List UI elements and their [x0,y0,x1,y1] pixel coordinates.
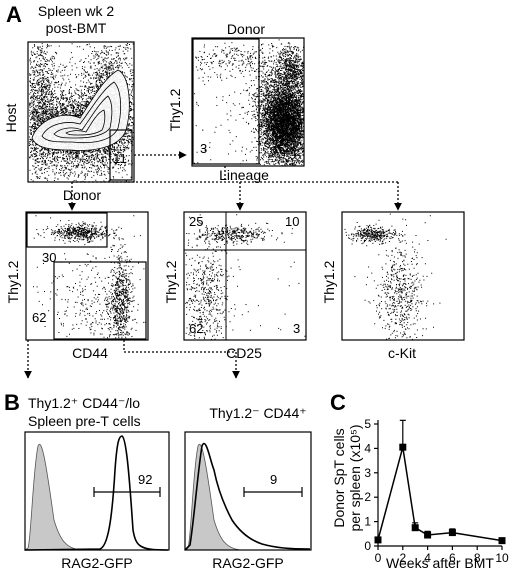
plot3-gate-lower-value: 62 [32,310,46,325]
plot5-ylabel: Thy1.2 [321,260,337,303]
plot3-gate-upper [26,212,108,248]
plot1-xlabel: Donor [63,187,101,203]
hist2-gate-value: 9 [270,472,277,487]
y-tick-label: 1 [364,515,371,529]
y-tick-label: 5 [364,417,371,431]
panel-letter-b: B [4,390,20,415]
data-point [498,537,506,545]
plot1-title-line2: post-BMT [46,20,107,36]
plot5-dots [344,213,447,340]
arrows-to-histograms [24,340,240,379]
plot4-q-ul: 25 [189,214,203,229]
x-tick-label: 6 [449,551,456,565]
series-line [377,447,503,542]
plot4-ylabel: Thy1.2 [163,260,179,303]
hist2-title: Thy1.2⁻ CD44⁺ [209,405,306,421]
plot1-contours [31,69,130,151]
plot1-title-line1: Spleen wk 2 [38,3,114,19]
hist1-control [23,443,81,551]
plot-thy12-cd44: Thy1.2 CD44 30 62 [5,211,149,361]
y-tick-label: 3 [364,466,371,480]
plot2-ylabel: Thy1.2 [167,88,183,131]
histogram-pre-t: Thy1.2⁺ CD44⁻/lo Spleen pre-T cells 92 R… [23,395,170,571]
y-tick-label: 4 [364,441,371,455]
plot-thy12-lineage: Donor Thy1.2 Lineage 3 [167,21,305,183]
hist2-xlabel: RAG2-GFP [212,555,284,571]
y-tick-label: 2 [364,490,371,504]
plot2-title: Donor [227,21,265,37]
hist1-xlabel: RAG2-GFP [61,555,133,571]
plot5-frame [341,211,465,341]
plot1-ylabel: Host [3,104,19,133]
hist1-title-line1: Thy1.2⁺ CD44⁻/lo [28,395,140,411]
hist1-title-line2: Spleen pre-T cells [28,413,141,429]
plot3-dots [33,215,146,340]
arrows-distribution [68,166,402,211]
plot-thy12-cd25: Thy1.2 CD25 25 10 62 3 [163,211,307,361]
x-tick-label: 2 [399,551,406,565]
plot2-dots [194,39,304,166]
plot3-gate-lower [53,261,147,340]
plot1-gate-value: 11 [113,151,127,166]
panel-letter-c: C [330,390,346,415]
hist1-sample [24,435,169,551]
x-tick-label: 0 [375,551,382,565]
plot2-gate [192,38,260,165]
hist1-frame [24,431,170,551]
plot-host-donor: Spleen wk 2 post-BMT Host Donor 11 [3,3,135,203]
plot5-xlabel: c-Kit [388,345,416,361]
plot1-gate [109,129,133,181]
plot3-xlabel: CD44 [72,345,108,361]
plot3-frame [25,211,149,341]
plot2-xlabel: Lineage [219,167,269,183]
plot4-q-ll: 62 [189,321,203,336]
x-tick-label: 8 [474,551,481,565]
data-point [424,531,432,539]
data-point [448,529,456,537]
plot3-gate-upper-value: 30 [42,250,56,265]
data-point [399,443,407,451]
hist2-control [183,443,241,551]
plot-thy12-ckit: Thy1.2 c-Kit [321,211,465,361]
plot4-xlabel: CD25 [226,345,262,361]
plot3-ylabel: Thy1.2 [5,260,21,303]
chart-xlabel: Weeks after BMT [386,555,494,571]
hist2-frame [184,431,312,551]
data-point [411,524,419,532]
plot2-gate-value: 3 [200,141,207,156]
plot2-frame [191,37,305,167]
plot4-q-lr: 3 [293,321,300,336]
x-tick-label: 10 [495,551,509,565]
y-tick-label: 0 [364,539,371,553]
panel-letter-a: A [6,2,22,27]
chart-ylabel-line2: per spleen (x10⁵) [347,425,363,532]
hist1-gate-value: 92 [138,472,152,487]
data-point [374,536,382,544]
histogram-cd44-high: Thy1.2⁻ CD44⁺ 9 RAG2-GFP [183,405,312,571]
chart-ylabel-line1: Donor SpT cells [331,428,347,527]
hist2-sample [184,442,311,551]
line-chart-donor-spt: 0 1 2 3 4 5 0 2 4 6 8 10 [364,417,509,565]
plot4-frame [183,211,307,341]
x-tick-label: 4 [424,551,431,565]
plot4-q-ur: 10 [285,214,299,229]
